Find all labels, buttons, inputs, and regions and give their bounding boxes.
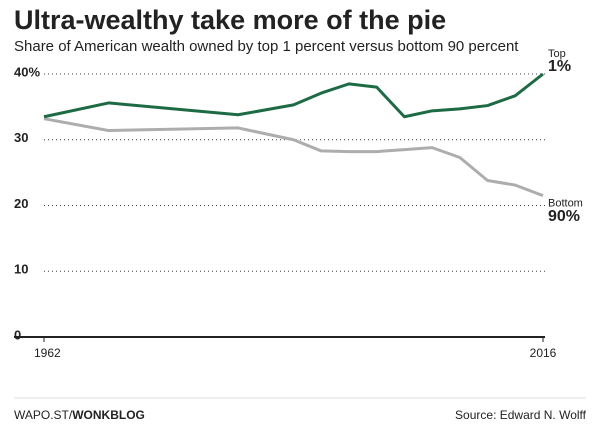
series-line bbox=[43, 117, 544, 198]
series-line bbox=[43, 72, 544, 119]
credit: WAPO.ST/WONKBLOG bbox=[14, 408, 145, 422]
chart-title: Ultra-wealthy take more of the pie bbox=[14, 5, 446, 35]
y-tick-label: 20 bbox=[14, 196, 28, 211]
y-tick-label: 10 bbox=[14, 262, 28, 277]
y-tick-label: 0 bbox=[14, 327, 21, 342]
y-tick-label: 30 bbox=[14, 130, 28, 145]
series-label: Bottom bbox=[548, 198, 583, 210]
series-label: Top bbox=[548, 48, 566, 60]
series-label-value: 90% bbox=[548, 208, 580, 225]
source: Source: Edward N. Wolff bbox=[455, 408, 587, 422]
x-tick-label: 2016 bbox=[530, 346, 557, 360]
x-tick-label: 1962 bbox=[34, 346, 61, 360]
credit-prefix: WAPO.ST/ bbox=[14, 408, 73, 422]
y-tick-label: 40% bbox=[14, 64, 40, 79]
credit-brand: WONKBLOG bbox=[72, 408, 145, 422]
chart-subtitle: Share of American wealth owned by top 1 … bbox=[14, 38, 519, 55]
series-label-value: 1% bbox=[548, 58, 571, 75]
